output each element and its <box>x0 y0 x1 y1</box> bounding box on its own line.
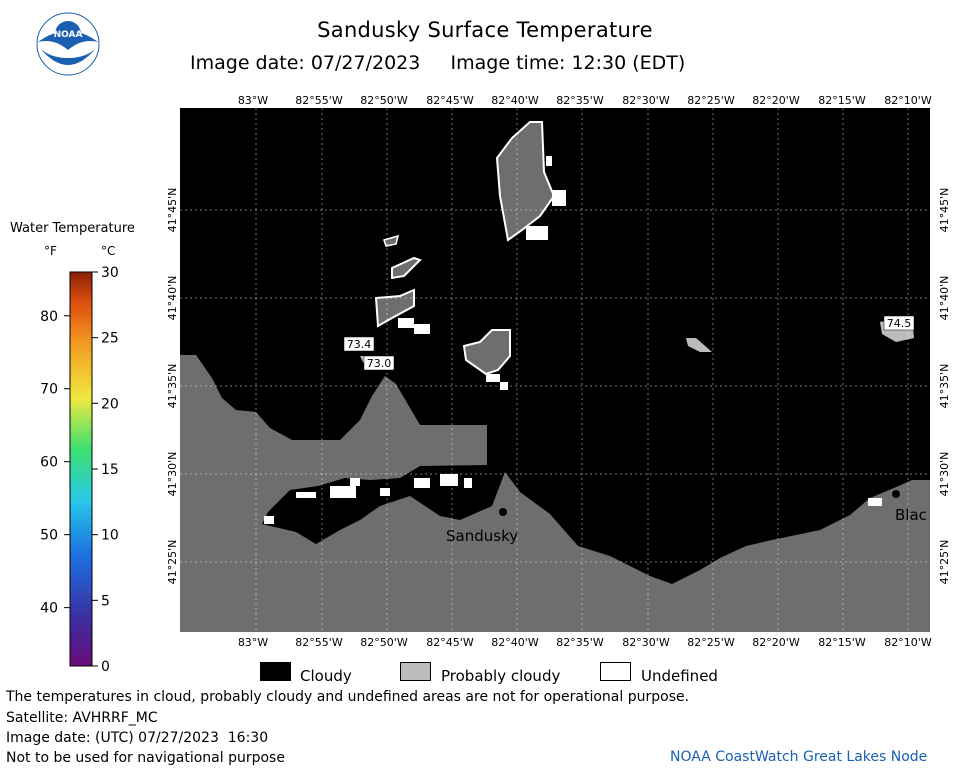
legend-swatch-probably-cloudy <box>400 662 431 681</box>
latitude-label: 41°30'N <box>938 452 951 497</box>
island-middle-bass <box>391 256 422 280</box>
longitude-label: 82°55'W <box>295 94 343 107</box>
place-label-black: Blac <box>895 506 927 524</box>
island-south-bass <box>374 288 415 328</box>
latitude-label: 41°45'N <box>938 188 951 233</box>
latitude-label: 41°25'N <box>166 540 179 585</box>
latitude-label: 41°40'N <box>938 276 951 321</box>
latitude-label: 41°40'N <box>166 276 179 321</box>
scale-label-c: 20 <box>101 396 119 412</box>
island-kelleys <box>462 329 511 376</box>
longitude-label: 82°20'W <box>752 636 800 649</box>
temperature-value: 74.5 <box>887 317 912 330</box>
scale-label-f: 70 <box>40 382 58 398</box>
shore-feature <box>892 490 900 498</box>
longitude-label: 82°40'W <box>491 636 539 649</box>
latitude-label: 41°45'N <box>166 188 179 233</box>
legend-label-cloudy: Cloudy <box>300 667 352 685</box>
scale-label-c: 30 <box>101 265 119 281</box>
longitude-labels-top: 83°W 82°55'W 82°50'W 82°45'W 82°40'W 82°35'W 8… <box>238 94 932 107</box>
disclaimer-text: The temperatures in cloud, probably clou… <box>6 689 690 705</box>
land-south-shore <box>180 355 930 632</box>
temperature-label: 74.5 <box>883 315 915 331</box>
utc-date-text: Image date: (UTC) 07/27/2023 16:30 <box>6 730 269 746</box>
longitude-label: 82°30'W <box>622 636 670 649</box>
scale-label-c: 0 <box>101 659 110 675</box>
island-pelee <box>495 121 556 242</box>
fahrenheit-ticks: 40 50 60 70 80 <box>40 309 70 617</box>
latitude-labels-right: 41°45'N 41°40'N 41°35'N 41°30'N 41°25'N <box>938 188 951 585</box>
longitude-label: 82°25'W <box>687 636 735 649</box>
temperature-label: 73.4 <box>343 336 375 352</box>
latitude-label: 41°25'N <box>938 540 951 585</box>
temperature-label: 73.0 <box>363 355 395 371</box>
scale-label-f: 80 <box>40 309 58 325</box>
legend-label-undefined: Undefined <box>641 667 718 685</box>
longitude-label: 82°40'W <box>491 94 539 107</box>
longitude-label: 83°W <box>238 94 268 107</box>
longitude-label: 82°55'W <box>295 636 343 649</box>
longitude-label: 82°35'W <box>556 636 604 649</box>
latitude-label: 41°35'N <box>938 364 951 409</box>
shore-feature <box>499 508 507 516</box>
longitude-label: 82°10'W <box>884 636 932 649</box>
image-time: Image time: 12:30 (EDT) <box>450 52 686 74</box>
logo-text: NOAA <box>54 30 83 40</box>
place-label-sandusky: Sandusky <box>446 527 518 545</box>
scale-label-c: 25 <box>101 331 119 347</box>
latitude-label: 41°35'N <box>166 364 179 409</box>
probably-cloudy-patch <box>686 338 712 352</box>
temperature-value: 73.4 <box>347 338 372 351</box>
legend-swatch-undefined <box>600 662 631 681</box>
legend-swatch-cloudy <box>260 662 291 681</box>
credit-text: NOAA CoastWatch Great Lakes Node <box>670 749 928 765</box>
graticule <box>180 108 930 632</box>
latitude-label: 41°30'N <box>166 452 179 497</box>
longitude-labels-bottom: 83°W 82°55'W 82°50'W 82°45'W 82°40'W 82°35'W 8… <box>238 636 932 649</box>
longitude-label: 82°25'W <box>687 94 735 107</box>
unit-fahrenheit: °F <box>44 244 57 258</box>
scale-label-c: 15 <box>101 462 119 478</box>
image-date-time: Image date: 07/27/2023 Image time: 12:30… <box>190 52 685 74</box>
legend-label-probably-cloudy: Probably cloudy <box>441 667 561 685</box>
longitude-label: 82°50'W <box>360 94 408 107</box>
longitude-label: 82°10'W <box>884 94 932 107</box>
longitude-label: 82°20'W <box>752 94 800 107</box>
scale-label-c: 10 <box>101 528 119 544</box>
color-scale-title: Water Temperature <box>10 221 135 236</box>
satellite-text: Satellite: AVHRRF_MC <box>6 710 158 726</box>
scale-label-f: 60 <box>40 455 58 471</box>
longitude-label: 82°30'W <box>622 94 670 107</box>
longitude-label: 82°15'W <box>818 94 866 107</box>
page-title: Sandusky Surface Temperature <box>317 18 653 42</box>
celsius-ticks: 0 5 10 15 20 25 30 <box>92 265 119 675</box>
longitude-label: 82°35'W <box>556 94 604 107</box>
color-bar <box>69 271 93 667</box>
longitude-label: 82°45'W <box>426 94 474 107</box>
scale-label-f: 40 <box>40 601 58 617</box>
temperature-value: 73.0 <box>367 357 392 370</box>
longitude-label: 83°W <box>238 636 268 649</box>
longitude-label: 82°50'W <box>360 636 408 649</box>
island-small <box>383 234 400 247</box>
image-date: Image date: 07/27/2023 <box>190 52 421 74</box>
scale-label-c: 5 <box>101 593 110 609</box>
longitude-label: 82°45'W <box>426 636 474 649</box>
scale-label-f: 50 <box>40 528 58 544</box>
noaa-logo-icon: NOAA <box>36 12 100 76</box>
unit-celsius: °C <box>101 244 116 258</box>
undefined-areas <box>264 156 882 524</box>
navigation-warning: Not to be used for navigational purpose <box>6 750 285 766</box>
latitude-labels-left: 41°45'N 41°40'N 41°35'N 41°30'N 41°25'N <box>166 188 179 585</box>
longitude-label: 82°15'W <box>818 636 866 649</box>
